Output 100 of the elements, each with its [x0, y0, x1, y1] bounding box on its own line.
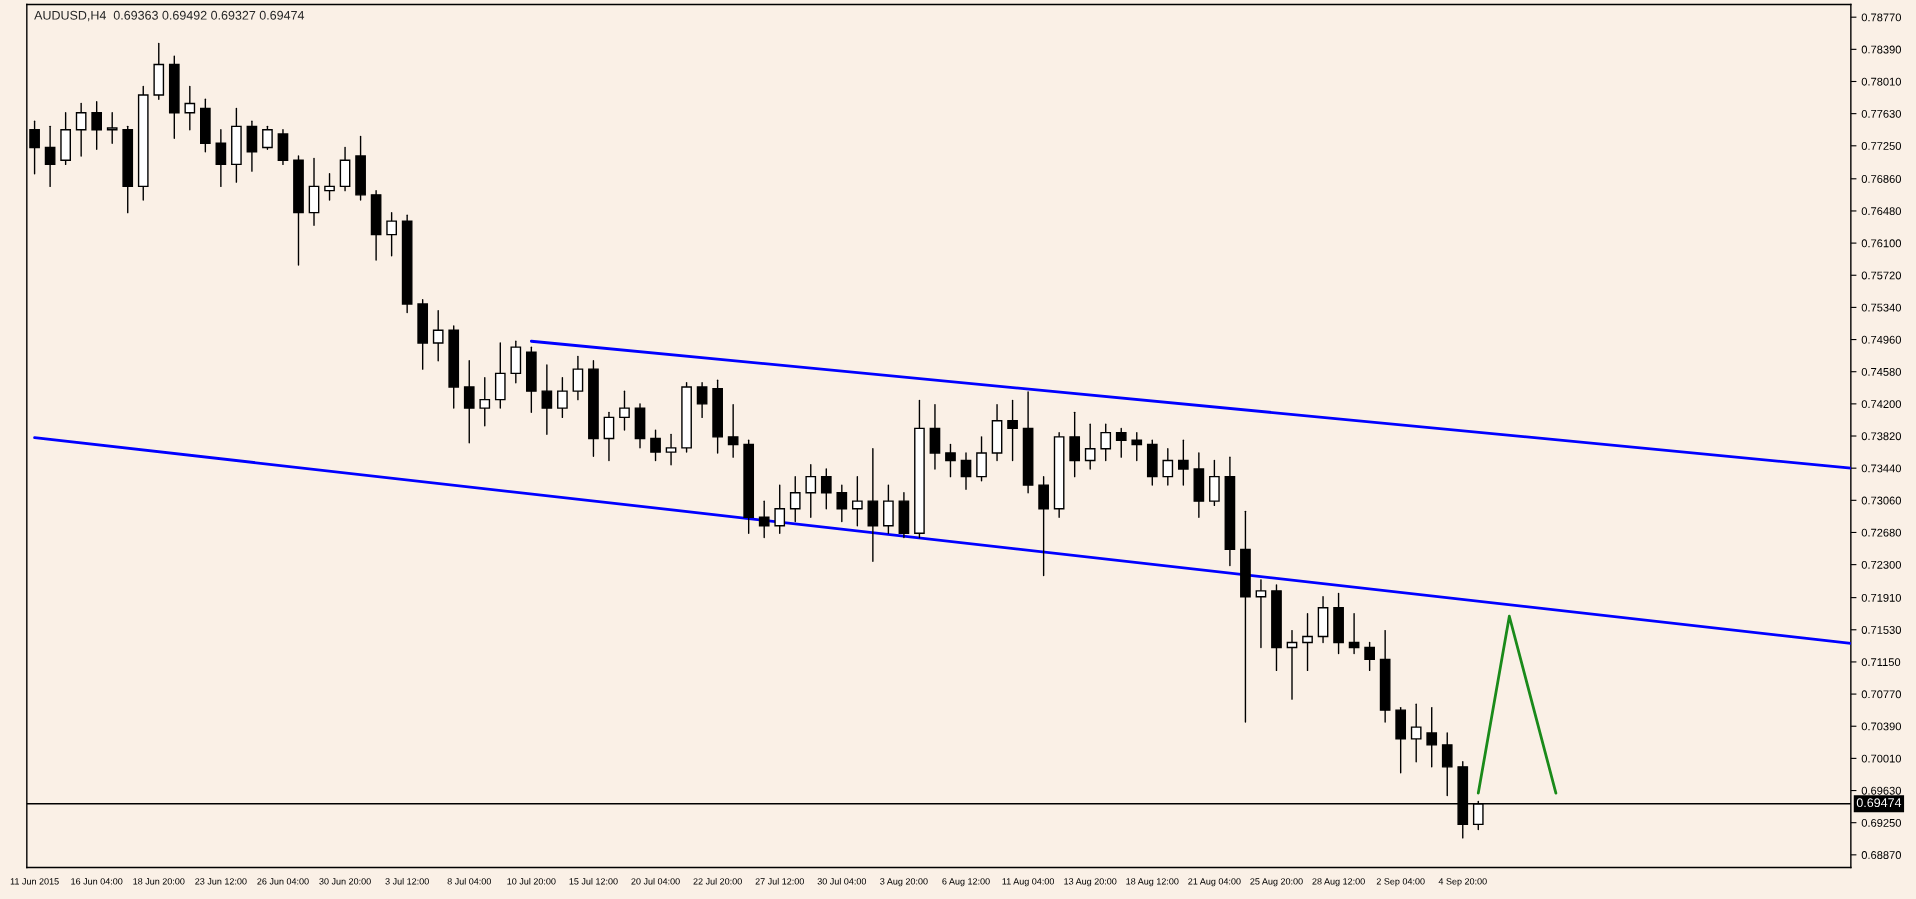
candlestick	[386, 211, 397, 257]
candlestick	[619, 390, 630, 431]
ref-line-label: 0.69474	[1856, 798, 1902, 808]
candlestick	[727, 404, 739, 458]
candlestick	[75, 102, 87, 157]
x-tick-label: 3 Jul 12:00	[385, 877, 429, 885]
y-tick-label: 0.75720	[1861, 271, 1901, 280]
candlestick	[1162, 448, 1174, 486]
candlestick	[1255, 579, 1267, 649]
x-tick-label: 20 Jul 04:00	[631, 877, 680, 885]
candlestick	[1426, 706, 1438, 768]
candlestick	[836, 484, 848, 523]
x-tick-label: 18 Jun 20:00	[133, 878, 185, 885]
y-tick-label: 0.76100	[1861, 239, 1901, 248]
y-tick-label: 0.76860	[1861, 175, 1901, 183]
candlestick	[696, 382, 708, 419]
y-tick-label: 0.74960	[1861, 335, 1901, 344]
candlestick	[665, 433, 677, 466]
x-tick-label: 8 Jul 04:00	[447, 877, 491, 885]
candlestick	[945, 443, 956, 478]
candlestick	[789, 475, 801, 523]
candlestick	[1007, 399, 1018, 462]
y-tick-label: 0.73820	[1861, 432, 1901, 441]
candlestick	[758, 500, 770, 539]
candlestick	[1177, 439, 1189, 486]
candlestick	[557, 376, 568, 419]
candlestick	[1441, 732, 1453, 797]
candlestick	[1348, 613, 1360, 655]
candlestick	[603, 411, 615, 462]
x-tick-label: 23 Jun 12:00	[195, 878, 247, 885]
candlestick	[479, 376, 491, 427]
chart-title: AUDUSD,H4 0.69363 0.69492 0.69327 0.69474	[34, 10, 305, 22]
x-tick-label: 11 Aug 04:00	[1002, 878, 1055, 887]
x-tick-label: 3 Aug 20:00	[880, 878, 928, 887]
candlestick	[541, 364, 553, 436]
x-tick-label: 30 Jul 04:00	[817, 877, 867, 885]
y-tick-label: 0.77630	[1861, 109, 1901, 118]
y-tick-label: 0.68870	[1861, 851, 1901, 859]
x-tick-label: 27 Jul 12:00	[755, 877, 804, 885]
x-tick-label: 16 Jun 04:00	[71, 878, 123, 885]
candlestick	[1410, 703, 1422, 763]
candlestick	[184, 85, 196, 131]
candlestick	[960, 452, 972, 491]
x-tick-label: 4 Sep 20:00	[1438, 878, 1487, 887]
y-tick-label: 0.69630	[1861, 786, 1901, 795]
x-tick-label: 26 Jun 04:00	[257, 878, 309, 885]
candlestick	[463, 360, 475, 444]
candlestick	[572, 355, 584, 401]
x-tick-label: 15 Jul 12:00	[569, 877, 618, 885]
x-tick-label: 25 Aug 20:00	[1250, 878, 1303, 887]
candlestick	[820, 468, 832, 510]
y-tick-label: 0.74580	[1861, 367, 1901, 376]
candlestick	[774, 484, 786, 535]
y-tick-label: 0.70390	[1861, 722, 1901, 731]
y-tick-label: 0.72300	[1861, 560, 1901, 569]
candlestick	[44, 125, 56, 188]
candlestick	[1302, 613, 1313, 672]
y-tick-label: 0.70770	[1861, 690, 1901, 699]
y-tick-label: 0.72680	[1861, 528, 1901, 537]
candlestick	[1084, 423, 1096, 470]
x-tick-label: 21 Aug 04:00	[1188, 878, 1241, 887]
x-tick-label: 2 Sep 04:00	[1376, 878, 1425, 887]
y-tick-label: 0.75340	[1861, 303, 1901, 312]
x-tick-label: 11 Jun 2015	[10, 878, 59, 885]
x-tick-label: 28 Aug 12:00	[1312, 878, 1365, 887]
candlestick	[91, 101, 103, 150]
x-tick-label: 13 Aug 20:00	[1064, 878, 1117, 887]
y-tick-label: 0.74200	[1861, 400, 1901, 408]
candlestick	[1100, 423, 1112, 462]
x-tick-label: 30 Jun 20:00	[319, 878, 371, 885]
y-tick-label: 0.78390	[1861, 45, 1901, 54]
candlestick	[106, 112, 118, 144]
y-tick-label: 0.73060	[1861, 496, 1901, 505]
candlestick	[432, 310, 444, 362]
candlestick	[324, 173, 335, 201]
y-tick-label: 0.71150	[1861, 658, 1901, 667]
candlestick	[1131, 431, 1143, 462]
candlestick	[262, 125, 273, 150]
candlestick	[1038, 475, 1049, 577]
candlestick	[851, 475, 863, 527]
y-tick-label: 0.69250	[1861, 818, 1901, 827]
y-tick-label: 0.70010	[1861, 754, 1901, 763]
y-tick-label: 0.77250	[1861, 142, 1901, 150]
candlestick	[1286, 629, 1298, 700]
candlestick	[650, 429, 661, 462]
x-tick-label: 6 Aug 12:00	[942, 878, 990, 887]
candlestick	[805, 464, 817, 518]
candlestick	[1115, 427, 1127, 458]
y-tick-label: 0.78770	[1861, 13, 1901, 22]
y-tick-label: 0.76480	[1861, 207, 1901, 216]
y-tick-label: 0.78010	[1861, 77, 1901, 86]
y-tick-label: 0.71530	[1861, 626, 1901, 634]
candlestick	[215, 129, 227, 188]
x-tick-label: 18 Aug 12:00	[1126, 878, 1179, 887]
x-tick-label: 10 Jul 20:00	[507, 877, 556, 885]
candlestick	[976, 436, 987, 482]
y-tick-label: 0.73440	[1861, 464, 1901, 473]
x-tick-label: 22 Jul 20:00	[693, 877, 742, 885]
y-tick-label: 0.71910	[1861, 593, 1901, 602]
candlestick	[1069, 411, 1081, 478]
